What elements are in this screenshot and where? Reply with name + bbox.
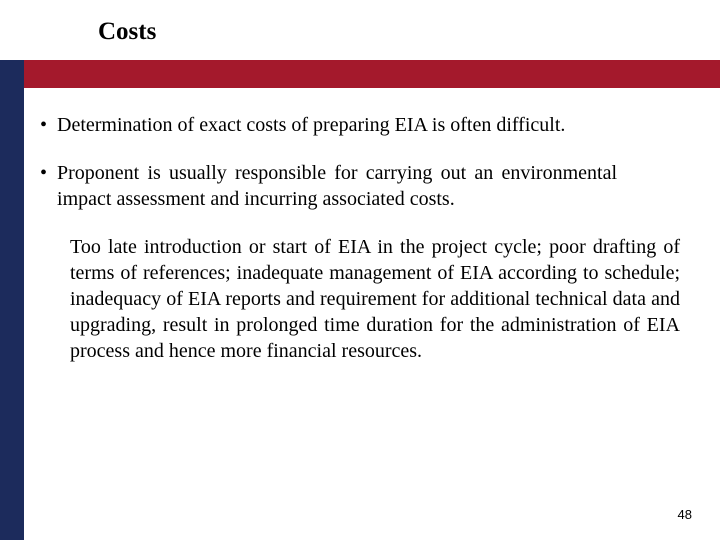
- slide: Costs • Determination of exact costs of …: [0, 0, 720, 540]
- bullet-item: • Determination of exact costs of prepar…: [40, 112, 690, 138]
- left-stripe: [0, 60, 24, 540]
- bullet-dot-icon: •: [40, 112, 47, 138]
- paragraph-text: Too late introduction or start of EIA in…: [70, 234, 680, 364]
- bullet-text: Determination of exact costs of preparin…: [57, 112, 565, 138]
- slide-content: • Determination of exact costs of prepar…: [40, 112, 690, 364]
- bullet-item: • Proponent is usually responsible for c…: [40, 160, 640, 212]
- paragraph-block: Too late introduction or start of EIA in…: [70, 234, 680, 364]
- bullet-text: Proponent is usually responsible for car…: [57, 160, 617, 212]
- bullet-dot-icon: •: [40, 160, 47, 186]
- page-number: 48: [678, 507, 692, 522]
- slide-title: Costs: [98, 18, 156, 46]
- header-band: [0, 60, 720, 88]
